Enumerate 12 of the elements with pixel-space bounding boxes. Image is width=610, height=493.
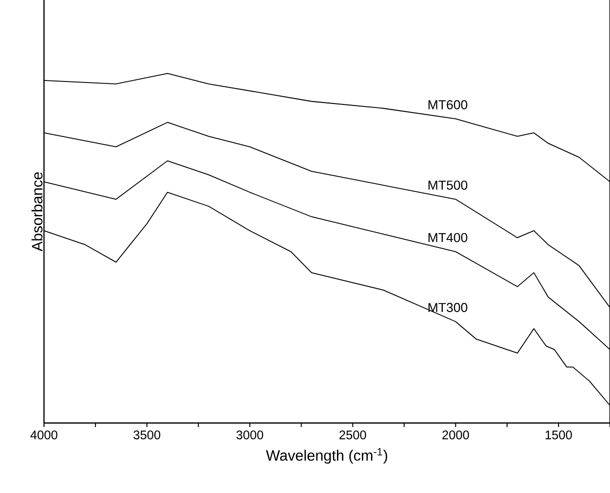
x-tick-label: 3500 bbox=[134, 430, 160, 440]
x-tick-label: 1500 bbox=[546, 430, 572, 440]
x-tick-label: 3000 bbox=[236, 430, 264, 440]
series-label: MT600 bbox=[428, 100, 468, 110]
x-tick-label: 2500 bbox=[340, 430, 366, 440]
x-axis-title: Wavelength (cm$^{-1}$) bbox=[266, 448, 388, 464]
y-axis-title: Absorbance bbox=[32, 172, 42, 252]
series-label: MT400 bbox=[428, 233, 468, 242]
series-label: MT300 bbox=[428, 302, 468, 312]
x-tick-label: 2000 bbox=[442, 430, 469, 440]
x-tick-label: 4000 bbox=[30, 430, 58, 440]
series-label: MT500 bbox=[428, 180, 468, 190]
